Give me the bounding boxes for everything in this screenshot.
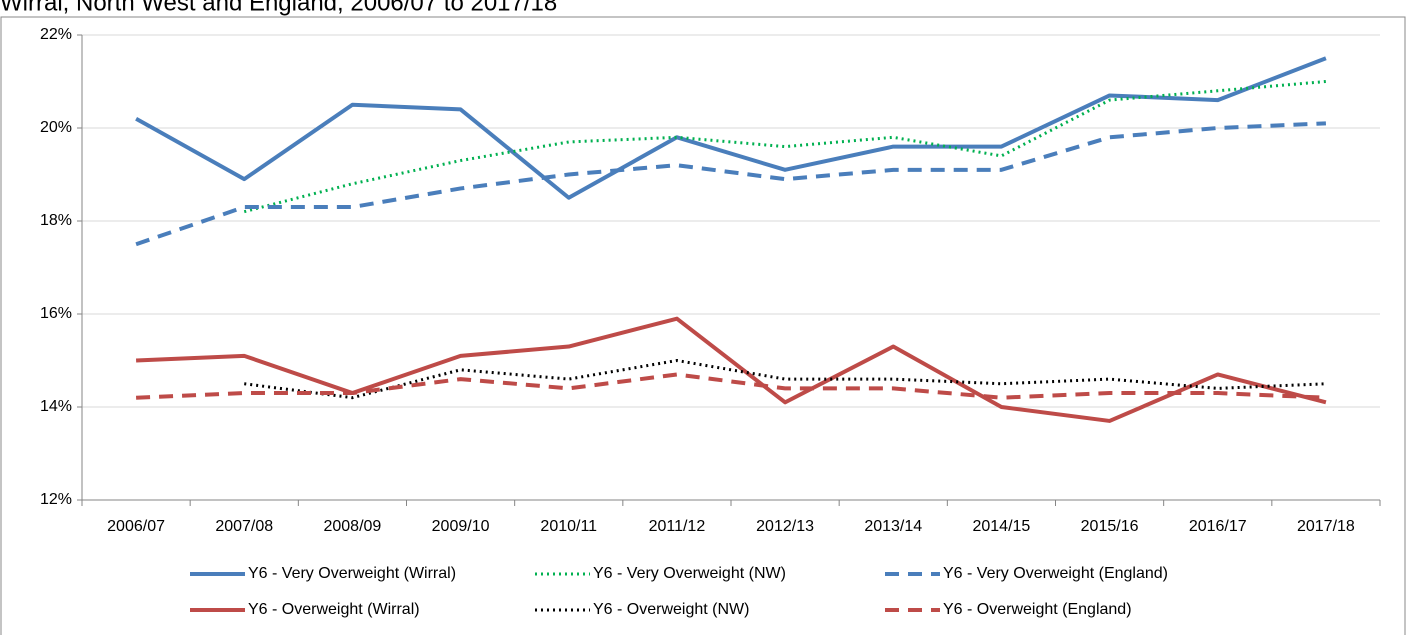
x-tick-label: 2016/17 — [1189, 518, 1247, 535]
chart-frame — [0, 16, 1406, 635]
series-line — [135, 316, 1327, 423]
x-tick-label: 2008/09 — [323, 518, 381, 535]
x-tick-label: 2015/16 — [1081, 518, 1139, 535]
series-line — [135, 121, 1327, 247]
y-tick-label: 18% — [40, 212, 72, 229]
x-tick-label: 2014/15 — [972, 518, 1030, 535]
series-line — [243, 80, 1327, 214]
legend-label: Y6 - Very Overweight (NW) — [593, 565, 786, 582]
legend-label: Y6 - Overweight (England) — [943, 601, 1132, 618]
y-tick-label: 14% — [40, 398, 72, 415]
series-line — [135, 372, 1327, 400]
legend-label: Y6 - Very Overweight (Wirral) — [248, 565, 456, 582]
x-tick-label: 2010/11 — [540, 518, 597, 535]
x-tick-label: 2007/08 — [215, 518, 273, 535]
x-tick-label: 2006/07 — [107, 518, 165, 535]
series-line — [135, 56, 1327, 200]
chart-title: Wirral, North West and England, 2006/07 … — [0, 0, 557, 16]
y-tick-label: 22% — [40, 26, 72, 43]
series-line — [244, 359, 1326, 400]
x-tick-label: 2013/14 — [864, 518, 922, 535]
legend-label: Y6 - Overweight (Wirral) — [248, 601, 420, 618]
legend-label: Y6 - Very Overweight (England) — [943, 565, 1168, 582]
x-tick-label: 2012/13 — [756, 518, 814, 535]
y-tick-label: 20% — [40, 119, 72, 136]
y-tick-label: 16% — [40, 305, 72, 322]
legend-label: Y6 - Overweight (NW) — [593, 601, 749, 618]
x-tick-label: 2009/10 — [432, 518, 490, 535]
y-tick-label: 12% — [40, 491, 72, 508]
x-tick-label: 2011/12 — [649, 518, 706, 535]
x-tick-label: 2017/18 — [1297, 518, 1355, 535]
